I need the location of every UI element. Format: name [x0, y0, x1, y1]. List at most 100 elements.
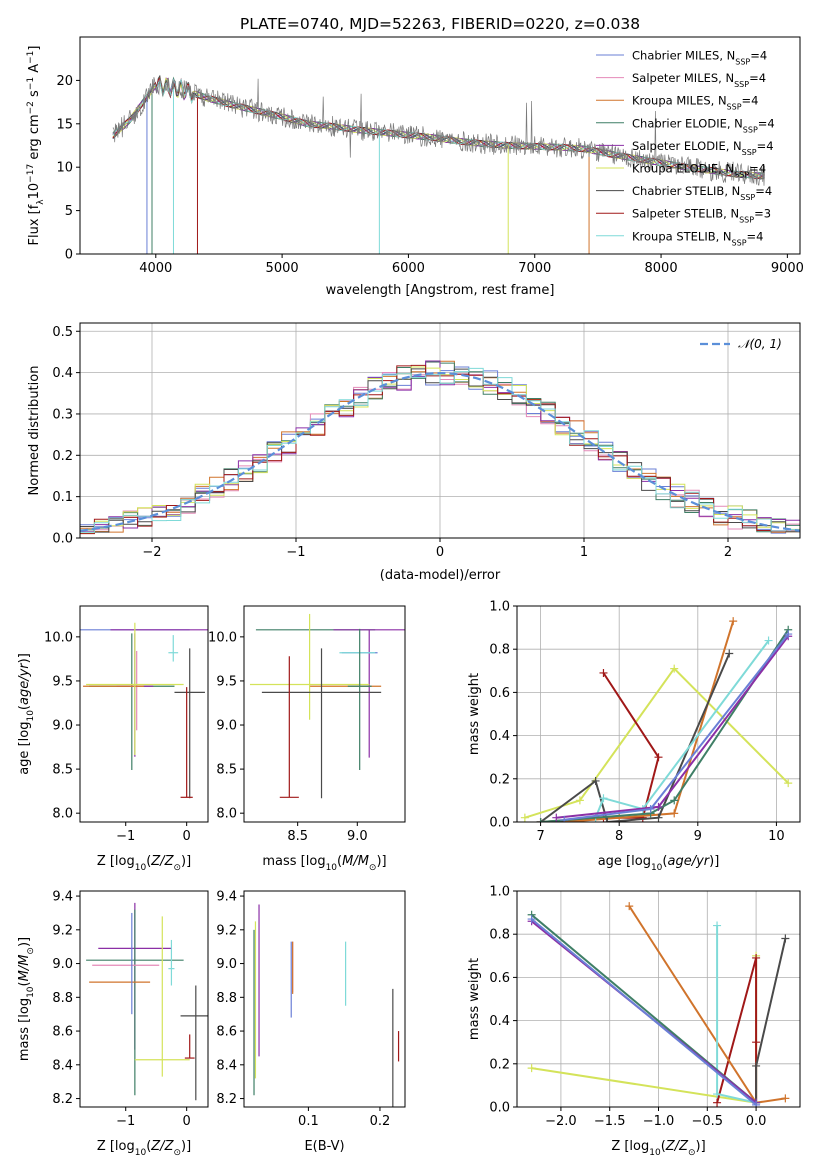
axes-frame	[79, 890, 209, 1108]
x-tick-label: 8.5	[287, 829, 308, 844]
x-tick-label: 7	[536, 829, 544, 844]
y-tick-label: 9.2	[52, 923, 73, 938]
legend-label: Kroupa STELIB, NSSP=4	[632, 229, 763, 247]
weight_vs_age-marks	[520, 617, 793, 822]
y-axis-label: mass weight	[467, 673, 482, 755]
y-tick-label: 1.0	[489, 600, 510, 615]
mass-weight-marker	[784, 779, 793, 788]
y-tick-label: 9.0	[52, 957, 73, 972]
x-tick-label: 0.1	[298, 1114, 319, 1129]
y-tick-label: 10.0	[208, 630, 237, 645]
x-tick-label: 9	[694, 829, 702, 844]
age_vs_Z-marks	[80, 622, 208, 799]
x-tick-label: −1	[286, 545, 305, 560]
y-tick-label: 8.4	[216, 1058, 237, 1073]
mass_vs_Z-marks	[86, 902, 208, 1101]
observed-spectrum-line	[112, 77, 765, 186]
y-tick-label: 0.8	[489, 643, 510, 658]
mass-weight-line	[524, 667, 789, 819]
axes-frame	[243, 605, 406, 823]
mass-weight-marker	[527, 1064, 536, 1073]
weight_vs_Z-panel: −2.0 −1.5 −1.0 −0.5 0.0 0.0 0.2 0.4 0.6 0.8 1.0 Z […	[467, 885, 801, 1158]
y-tick-label: 9.2	[216, 923, 237, 938]
mass-weight-marker	[752, 1061, 761, 1070]
y-tick-label: 8.5	[216, 763, 237, 778]
mass-weight-marker	[752, 1100, 761, 1107]
mass-weight-marker	[646, 805, 655, 814]
x-tick-label: 5000	[266, 261, 299, 276]
y-tick-label: 10.0	[44, 630, 73, 645]
x-axis-label: Z [log10(Z/Z⊙)]	[97, 1139, 191, 1158]
mass-weight-marker	[670, 796, 679, 805]
mass-weight-marker	[713, 921, 722, 930]
mass-weight-marker	[654, 802, 663, 811]
x-tick-label: −1	[116, 1114, 135, 1129]
y-tick-label: 0.0	[489, 816, 510, 831]
age_vs_mass-marks	[249, 613, 405, 799]
y-tick-label: 0.2	[489, 772, 510, 787]
y-tick-label: 0.8	[489, 928, 510, 943]
mass-weight-line	[540, 653, 731, 822]
y-tick-label: 0.6	[489, 686, 510, 701]
y-tick-label: 0.4	[489, 729, 510, 744]
mass-weight-line	[716, 957, 758, 1103]
y-tick-label: 9.0	[52, 719, 73, 734]
y-tick-label: 8.8	[52, 991, 73, 1006]
y-tick-label: 9.0	[216, 957, 237, 972]
x-axis-label: (data-model)/error	[380, 568, 501, 583]
mass-weight-marker	[520, 813, 529, 822]
mass-weight-marker	[670, 664, 679, 673]
x-axis-label: mass [log10(M/M⊙)]	[262, 854, 386, 873]
axes-frame	[243, 890, 406, 1108]
y-tick-label: 10	[56, 161, 73, 176]
y-tick-label: 0.3	[52, 407, 73, 422]
legend-label: Salpeter MILES, NSSP=4	[632, 71, 766, 89]
mass-weight-marker	[560, 815, 569, 822]
x-tick-label: 0	[183, 829, 191, 844]
mass-weight-marker	[752, 953, 761, 962]
mass-weight-line	[540, 672, 660, 822]
legend-label: Chabrier MILES, NSSP=4	[632, 49, 767, 67]
y-axis-label: mass weight	[467, 958, 482, 1040]
y-tick-label: 0.2	[52, 449, 73, 464]
x-tick-label: 10	[768, 829, 785, 844]
weight_vs_age-panel: 7 8 9 10 0.0 0.2 0.4 0.6 0.8 1.0 age [log10(age/yr…	[467, 600, 801, 873]
legend-label: Salpeter ELODIE, NSSP=4	[632, 139, 774, 157]
mass-weight-marker	[603, 818, 612, 822]
mass_vs_Z-panel: −1 0 8.2 8.4 8.6 8.8 9.0 9.2 9.4 Z [log10(Z/Z⊙)] m…	[17, 890, 209, 1158]
mass-weight-marker	[784, 630, 793, 639]
y-axis-label: Normed distribution	[27, 366, 42, 496]
x-tick-label: 6000	[392, 261, 425, 276]
spectrum-marks	[112, 74, 765, 254]
y-tick-label: 8.6	[216, 1025, 237, 1040]
mass-weight-marker	[654, 813, 663, 822]
residuals-marks	[80, 360, 800, 535]
x-tick-label: −0.5	[692, 1114, 724, 1129]
y-tick-label: 9.4	[52, 890, 73, 905]
mass-weight-marker	[536, 818, 545, 822]
normal-curve	[80, 371, 800, 532]
mass-weight-line	[556, 635, 789, 819]
mass-weight-line	[530, 918, 757, 1106]
x-axis-label: Z [log10(Z/Z⊙)]	[611, 1139, 705, 1158]
x-axis-label: wavelength [Angstrom, rest frame]	[326, 283, 555, 298]
y-tick-label: 9.5	[52, 674, 73, 689]
y-tick-label: 8.0	[52, 807, 73, 822]
x-axis-label: E(B-V)	[304, 1139, 344, 1154]
y-tick-label: 5	[65, 204, 73, 219]
y-tick-label: 8.6	[52, 1025, 73, 1040]
y-tick-label: 0.0	[52, 532, 73, 547]
y-tick-label: 8.5	[52, 763, 73, 778]
age_vs_Z-panel: −1 0 8.0 8.5 9.0 9.5 10.0 Z [log10(Z/Z⊙)] age [l…	[17, 605, 209, 873]
y-tick-label: 0	[65, 248, 73, 263]
y-tick-label: 0.4	[52, 366, 73, 381]
mass-weight-marker	[625, 902, 634, 911]
residual-histogram	[80, 367, 800, 533]
y-tick-label: 0.6	[489, 971, 510, 986]
x-tick-label: 0.2	[370, 1114, 391, 1129]
age_vs_mass-panel: 8.5 9.0 8.0 8.5 9.0 9.5 10.0 mass [log10(M/M⊙)]	[208, 605, 406, 873]
y-tick-label: 9.5	[216, 674, 237, 689]
y-tick-label: 8.2	[52, 1092, 73, 1107]
mass-weight-marker	[781, 1094, 790, 1103]
mass-weight-marker	[654, 753, 663, 762]
